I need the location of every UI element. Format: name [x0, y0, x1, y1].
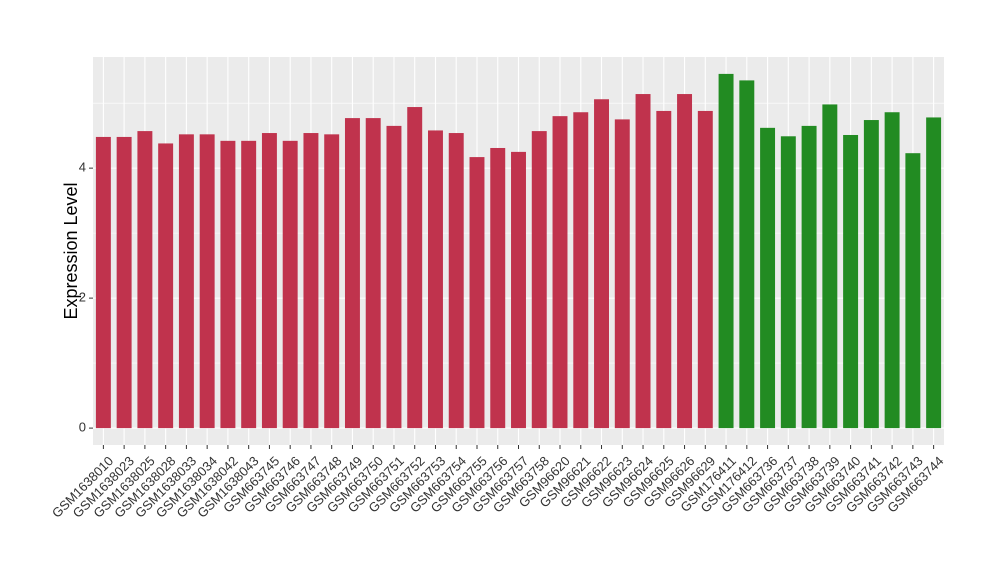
bar	[822, 104, 838, 429]
bar	[241, 140, 257, 429]
y-tick-label: 2	[79, 290, 86, 305]
bar	[116, 136, 132, 429]
bar	[386, 125, 402, 429]
bar	[303, 133, 319, 429]
bar	[428, 130, 443, 429]
bar	[739, 80, 755, 429]
bar	[905, 153, 921, 429]
bar	[780, 136, 796, 429]
y-axis-label: Expression Level	[61, 182, 81, 319]
y-tick-label: 0	[79, 420, 86, 435]
bar	[324, 134, 340, 429]
bar	[884, 112, 900, 429]
bar	[448, 133, 464, 429]
bar	[635, 94, 651, 429]
y-tick-label: 4	[79, 160, 86, 175]
bar	[158, 143, 174, 429]
bar	[365, 118, 381, 429]
bar	[926, 117, 942, 429]
bar	[552, 116, 568, 429]
bar	[178, 134, 194, 429]
bar	[407, 107, 423, 429]
bar	[261, 133, 277, 429]
bar	[656, 110, 672, 429]
bar	[490, 147, 506, 429]
bar	[469, 157, 485, 429]
bar	[843, 134, 859, 429]
bar	[718, 73, 734, 429]
bar	[531, 131, 547, 429]
bar	[863, 120, 879, 429]
bar	[573, 112, 589, 429]
bar	[594, 99, 609, 429]
bar	[697, 110, 713, 429]
bar	[199, 134, 215, 429]
bar	[614, 119, 630, 429]
bar	[677, 94, 693, 429]
bar	[344, 118, 360, 429]
bar	[760, 127, 776, 429]
bar	[282, 140, 298, 429]
bar	[801, 125, 817, 429]
bar	[95, 136, 111, 429]
bar	[137, 131, 153, 429]
bar	[511, 151, 526, 429]
bar	[220, 140, 236, 429]
